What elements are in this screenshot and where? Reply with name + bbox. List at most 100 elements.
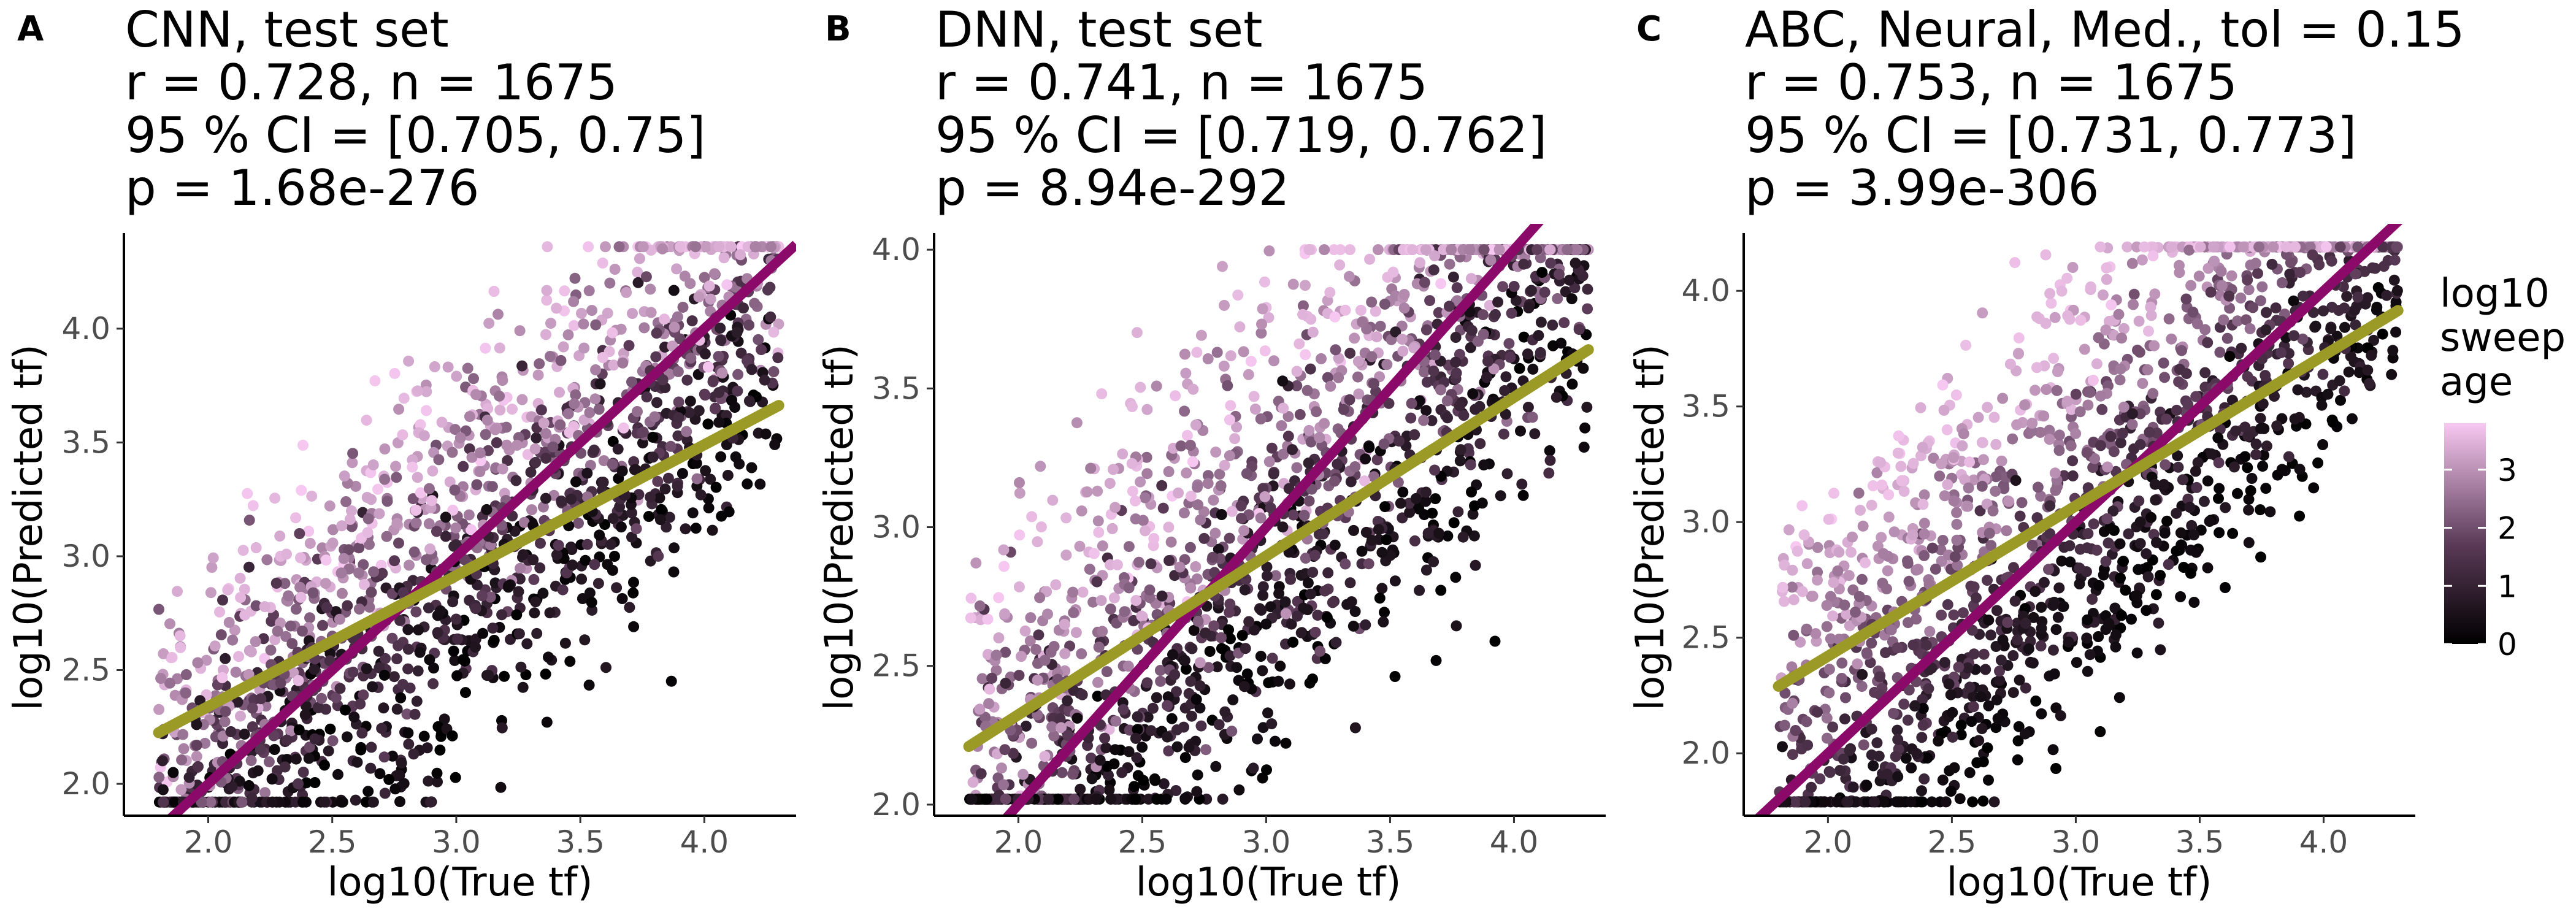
panel-letter-c: C xyxy=(1636,9,1662,49)
data-point xyxy=(450,772,461,783)
data-point xyxy=(1383,397,1395,409)
data-point xyxy=(534,358,545,370)
data-point xyxy=(2202,562,2214,573)
data-point xyxy=(209,640,221,652)
data-point xyxy=(1067,769,1079,780)
data-point xyxy=(1948,452,1960,464)
data-point xyxy=(1050,579,1062,591)
data-point xyxy=(2008,562,2019,573)
data-point xyxy=(398,393,410,404)
data-point xyxy=(643,511,654,522)
data-point xyxy=(1366,351,1378,362)
data-point xyxy=(1874,457,1886,469)
data-point xyxy=(562,408,574,420)
data-point xyxy=(433,454,445,466)
data-point xyxy=(540,453,551,464)
data-point xyxy=(1141,451,1152,463)
data-point xyxy=(1263,312,1275,323)
y-tick-label: 2.5 xyxy=(61,653,110,688)
data-point xyxy=(272,626,283,637)
data-point xyxy=(981,793,992,805)
data-point xyxy=(1977,437,1988,448)
data-point xyxy=(375,559,387,571)
data-point xyxy=(2142,562,2153,573)
data-point xyxy=(594,378,606,389)
data-point xyxy=(2023,643,2034,654)
data-point xyxy=(475,455,486,467)
data-point xyxy=(1307,673,1318,685)
data-point xyxy=(1533,330,1544,341)
data-point xyxy=(1821,621,1833,632)
data-point xyxy=(2050,763,2061,774)
data-point xyxy=(180,688,191,699)
data-point xyxy=(1566,293,1577,305)
data-point xyxy=(632,266,643,278)
data-point xyxy=(1424,295,1436,307)
data-point xyxy=(2239,421,2251,433)
data-point xyxy=(1266,442,1278,454)
panel-b-title-line-2: r = 0.741, n = 1675 xyxy=(935,54,1428,111)
data-point xyxy=(1157,502,1169,514)
data-point xyxy=(247,500,259,512)
data-point xyxy=(1376,583,1388,594)
data-point xyxy=(2237,241,2249,253)
data-point xyxy=(2320,241,2332,253)
data-point xyxy=(1968,701,1979,713)
data-point xyxy=(1522,402,1534,413)
data-point xyxy=(1183,688,1195,699)
data-point xyxy=(1379,607,1390,618)
data-point xyxy=(215,629,227,640)
data-point xyxy=(1202,478,1214,489)
data-point xyxy=(1330,344,1341,356)
x-tick-label: 2.5 xyxy=(308,824,357,860)
data-point xyxy=(1143,793,1154,805)
data-point xyxy=(1916,785,1927,797)
data-point xyxy=(749,297,761,309)
scatter-points xyxy=(964,244,1594,805)
data-point xyxy=(1062,730,1074,742)
data-point xyxy=(1547,340,1559,351)
data-point xyxy=(1086,753,1097,764)
data-point xyxy=(982,649,994,660)
data-point xyxy=(1788,629,1800,641)
data-point xyxy=(1882,565,1893,577)
data-point xyxy=(2171,404,2182,416)
data-point xyxy=(1054,713,1066,724)
data-point xyxy=(1792,545,1803,557)
data-point xyxy=(458,461,469,472)
data-point xyxy=(1278,402,1289,414)
data-point xyxy=(397,587,409,599)
data-point xyxy=(2161,515,2173,527)
data-point xyxy=(586,597,597,608)
data-point xyxy=(1404,507,1416,518)
data-point xyxy=(637,426,649,438)
panel-c-title-line-4: p = 3.99e-306 xyxy=(1745,159,2099,217)
data-point xyxy=(2038,410,2050,422)
data-point xyxy=(1032,536,1043,548)
data-point xyxy=(632,406,643,417)
data-point xyxy=(374,768,386,780)
data-point xyxy=(153,703,165,715)
data-point xyxy=(993,632,1005,643)
data-point xyxy=(1919,489,1930,500)
data-point xyxy=(1048,730,1060,742)
data-point xyxy=(966,793,978,805)
data-point xyxy=(423,602,434,614)
data-point xyxy=(1558,317,1570,329)
data-point xyxy=(2087,594,2098,605)
data-point xyxy=(750,241,762,253)
data-point xyxy=(1340,558,1351,570)
data-point xyxy=(564,656,576,667)
data-point xyxy=(2199,367,2211,378)
data-point xyxy=(1917,694,1928,705)
data-point xyxy=(2044,500,2056,512)
data-point xyxy=(1338,404,1349,415)
data-point xyxy=(1919,518,1930,529)
data-point xyxy=(1778,596,1790,607)
data-point xyxy=(998,779,1010,791)
data-point xyxy=(378,702,389,714)
data-point xyxy=(1085,462,1097,474)
data-point xyxy=(2349,304,2361,316)
data-point xyxy=(2095,726,2106,737)
data-point xyxy=(2064,540,2076,551)
